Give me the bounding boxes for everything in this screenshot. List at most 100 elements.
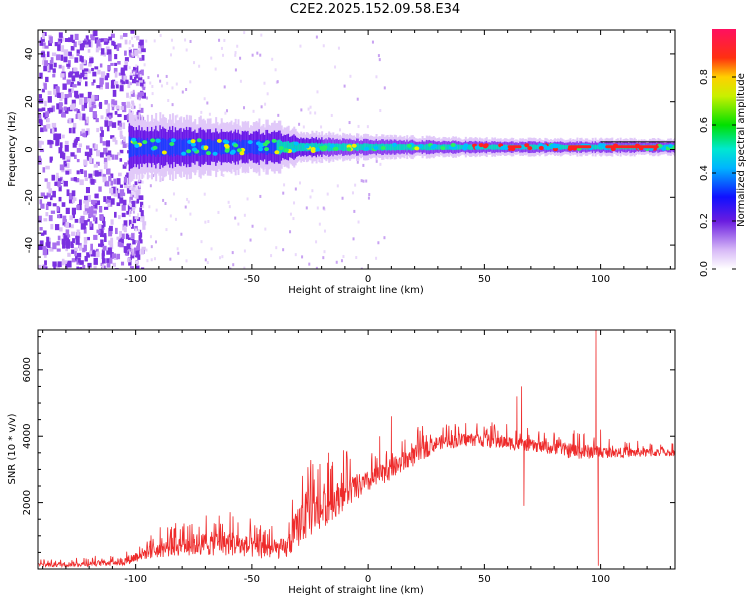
spectrogram-noise-cell	[100, 215, 104, 221]
spectrogram-noise-cell	[110, 173, 114, 179]
spectrogram-band-inner	[471, 144, 474, 150]
spectrogram-noise-cell	[61, 238, 66, 245]
spectrogram-noise-cell	[97, 43, 102, 51]
spectrogram-noise-cell	[83, 170, 87, 178]
spectrogram-noise-cell	[39, 148, 45, 153]
spectrogram-faint-cell	[260, 33, 263, 37]
spectrogram-noise-cell	[64, 94, 69, 99]
spectrogram-noise-cell	[91, 67, 94, 72]
spectrogram-band-inner	[318, 142, 321, 152]
spectrogram-noise-cell	[40, 192, 45, 197]
spectrogram-noise-cell	[58, 32, 63, 38]
spectrogram-noise-cell	[57, 261, 62, 268]
spectrogram-noise-cell	[111, 40, 115, 46]
spectrogram-band-inner	[187, 139, 190, 155]
spectrogram-noise-cell	[92, 214, 96, 222]
spectrogram-faint-cell	[177, 251, 180, 255]
spectrogram-noise-cell	[119, 122, 122, 128]
spectrogram-noise-cell	[131, 233, 135, 239]
spectrogram-noise-cell	[71, 39, 75, 43]
spectrogram-peak	[310, 147, 316, 152]
spectrogram-faint-cell	[326, 192, 329, 196]
spectrogram-faint-cell	[341, 196, 344, 200]
spectrogram-faint-cell	[298, 122, 301, 126]
spectrogram-noise-cell	[69, 54, 74, 59]
spectrogram-faint-cell	[148, 174, 151, 178]
spectrogram-noise-cell	[135, 74, 139, 79]
snr-y-tick-label: 6000	[22, 357, 33, 382]
spectrogram-noise-cell	[84, 201, 89, 206]
spectrogram-noise-cell	[85, 145, 90, 150]
spectrogram-faint-cell	[365, 179, 368, 183]
spectrogram-faint-cell	[131, 191, 134, 195]
spectrogram-noise-cell	[109, 243, 114, 249]
spectrogram-noise-cell	[98, 243, 103, 247]
spectrogram-noise-cell	[56, 172, 59, 179]
spectrogram-band-inner	[149, 139, 152, 155]
spectrogram-band-inner	[489, 145, 492, 150]
spectrogram-noise-cell	[134, 49, 139, 57]
spectrogram-faint-cell	[283, 183, 286, 187]
spectrogram-faint-cell	[252, 109, 255, 113]
spectrogram-faint-cell	[349, 74, 352, 78]
spectrogram-faint-cell	[371, 40, 374, 44]
spectrogram-band-inner	[294, 141, 297, 153]
spectrogram-noise-cell	[96, 127, 100, 133]
spectrogram-noise-cell	[68, 196, 74, 204]
spectrogram-noise-cell	[46, 181, 51, 189]
spectrogram-band-inner	[363, 143, 366, 151]
spectrogram-noise-cell	[119, 130, 123, 138]
spectrogram-faint-cell	[135, 240, 138, 244]
spectrogram-faint-cell	[377, 241, 380, 245]
spectrogram-band-inner	[273, 139, 276, 155]
spectrogram-noise-cell	[40, 232, 45, 236]
spectrogram-noise-cell	[96, 39, 101, 47]
spectrogram-faint-cell	[174, 217, 177, 221]
spectrogram-noise-cell	[120, 69, 125, 76]
spectrogram-faint-cell	[377, 54, 380, 58]
spectrogram-noise-cell	[137, 254, 141, 260]
spectrogram-noise-cell	[141, 48, 146, 53]
spectrogram-noise-cell	[51, 52, 57, 57]
spectrogram-noise-cell	[104, 100, 109, 105]
spectrogram-band-inner	[311, 142, 314, 152]
spectrogram-noise-cell	[64, 144, 69, 152]
spectrogram-band-inner	[494, 144, 497, 150]
spectrogram-band-inner	[523, 144, 526, 150]
spectrogram-faint-cell	[335, 260, 338, 264]
spectrogram-noise-cell	[50, 140, 54, 145]
spectrogram-noise-cell	[139, 91, 145, 96]
spectrogram-band-inner	[270, 140, 273, 154]
spectrogram-band-inner	[146, 138, 149, 157]
spectrogram-faint-cell	[208, 112, 211, 116]
spectrogram-noise-cell	[43, 195, 48, 199]
spectrogram-noise-cell	[50, 195, 53, 201]
spectrogram-noise-cell	[73, 140, 78, 145]
spectrogram-band-inner	[460, 144, 463, 150]
spectrogram-noise-cell	[104, 235, 107, 243]
spectrogram-noise-cell	[88, 62, 92, 67]
spectrogram-noise-cell	[133, 76, 137, 81]
spectrogram-noise-cell	[134, 181, 138, 186]
spectrogram-peak	[293, 141, 299, 146]
spectrogram-band-inner	[163, 138, 166, 156]
snr-x-tick-label: 0	[365, 574, 371, 585]
spectrogram-band-inner	[237, 139, 240, 155]
spectrogram-noise-cell	[126, 103, 131, 109]
spectrogram-band-inner	[537, 144, 540, 150]
spectrogram-noise-cell	[124, 50, 127, 56]
spectrogram-noise-cell	[65, 262, 70, 268]
spectrogram-noise-cell	[123, 176, 127, 183]
spectrogram-faint-cell	[375, 75, 378, 79]
spectrogram-noise-cell	[120, 261, 125, 266]
spectrogram-band-inner	[174, 138, 177, 157]
spectrogram-noise-cell	[68, 90, 72, 98]
spectrogram-noise-cell	[123, 136, 126, 142]
spectrogram-noise-cell	[129, 75, 133, 80]
spectrogram-noise-cell	[111, 99, 115, 105]
spectrogram-noise-cell	[120, 134, 124, 140]
spectrogram-faint-cell	[294, 187, 297, 191]
spectrogram-faint-cell	[237, 222, 240, 226]
spectrogram-noise-cell	[82, 264, 86, 269]
spectrogram-band-inner	[194, 139, 197, 155]
